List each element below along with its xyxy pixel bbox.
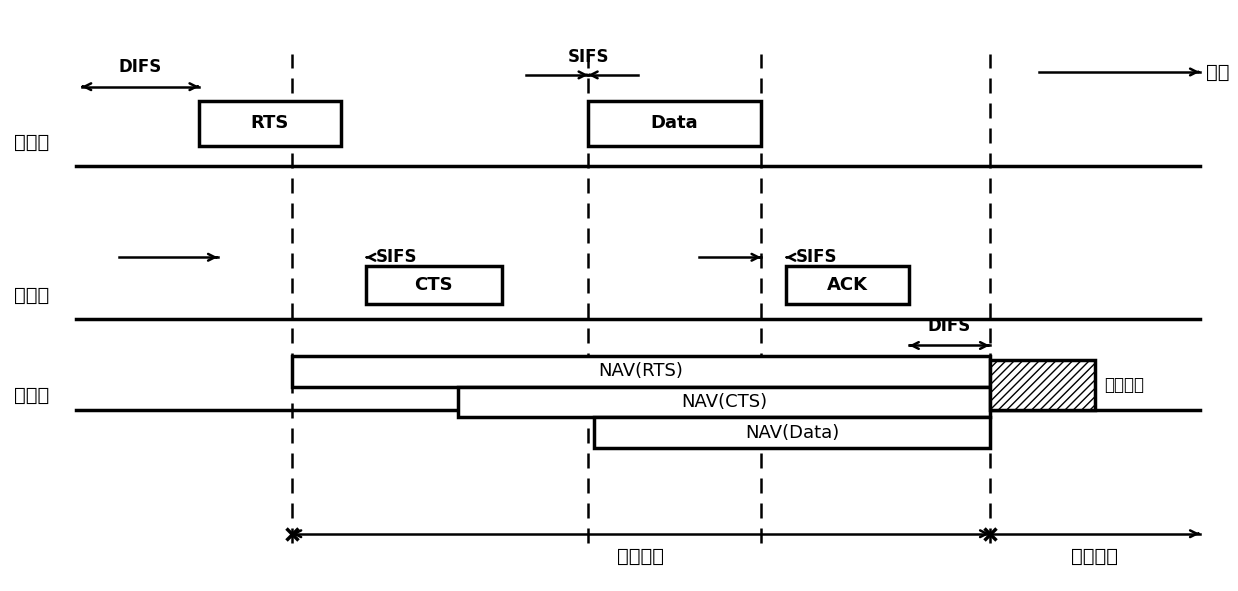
- Bar: [458, 387, 989, 417]
- Text: RTS: RTS: [251, 115, 290, 132]
- Bar: [786, 266, 909, 304]
- Bar: [292, 356, 989, 387]
- Text: 接入延迟: 接入延迟: [617, 547, 664, 566]
- Text: 退避阶段: 退避阶段: [1071, 547, 1118, 566]
- Text: NAV(RTS): NAV(RTS): [598, 362, 683, 381]
- Text: SIFS: SIFS: [796, 248, 837, 267]
- Text: NAV(Data): NAV(Data): [745, 424, 839, 441]
- Text: CTS: CTS: [415, 276, 453, 294]
- Bar: [199, 102, 342, 145]
- Text: DIFS: DIFS: [119, 58, 162, 76]
- Bar: [989, 360, 1094, 410]
- Text: SIFS: SIFS: [375, 248, 417, 267]
- Text: NAV(CTS): NAV(CTS): [681, 393, 768, 411]
- Text: 时间: 时间: [1206, 63, 1229, 82]
- Bar: [365, 266, 501, 304]
- Bar: [594, 417, 989, 448]
- Text: Data: Data: [651, 115, 698, 132]
- Text: 其他站: 其他站: [14, 386, 50, 405]
- Text: 竞争窗口: 竞争窗口: [1104, 376, 1144, 394]
- Text: SIFS: SIFS: [567, 47, 609, 66]
- Text: ACK: ACK: [827, 276, 868, 294]
- Text: DIFS: DIFS: [927, 317, 971, 335]
- Text: 发送端: 发送端: [14, 133, 50, 152]
- Text: 接收端: 接收端: [14, 286, 50, 305]
- Bar: [588, 102, 761, 145]
